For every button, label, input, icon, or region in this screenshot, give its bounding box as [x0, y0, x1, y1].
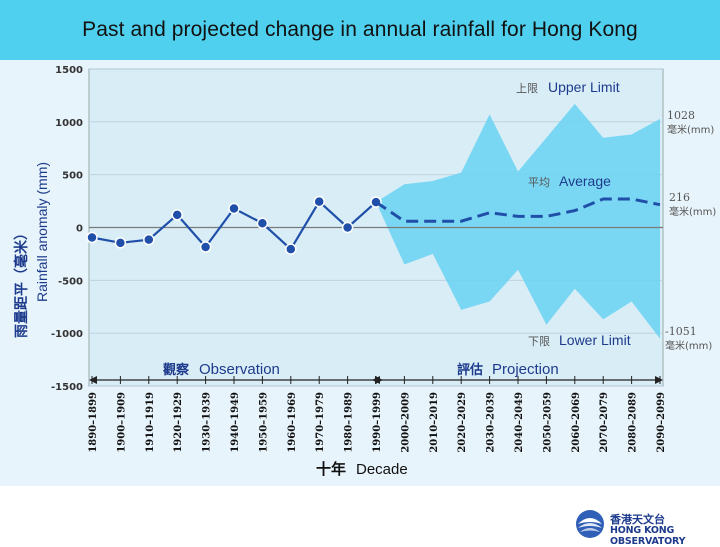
observation-period-label-cn: 觀察 — [163, 362, 190, 378]
x-tick-label: 2040–2049 — [514, 392, 525, 453]
y-tick-label: 500 — [62, 171, 83, 182]
lower-limit-label-cn: 下限 — [528, 335, 550, 348]
x-axis-title-en: Decade — [356, 461, 408, 478]
x-axis-ticks: 1890–1899 1900–1909 1910–1919 1920–1929 1930… — [88, 376, 667, 453]
x-tick-label: 2020–2029 — [457, 392, 468, 453]
projection-range-band — [376, 103, 660, 339]
y-axis-title-en: Rainfall anomaly (mm) — [34, 162, 50, 302]
lower-final-unit: 毫米(mm) — [665, 339, 712, 352]
observation-point — [199, 241, 212, 253]
upper-limit-label-cn: 上限 — [516, 82, 538, 95]
projection-period-label-cn: 評估 — [457, 362, 483, 378]
observation-point — [228, 202, 240, 215]
x-tick-label: 2050–2059 — [542, 392, 553, 453]
projection-period-label-en: Projection — [492, 361, 559, 378]
page-title: Past and projected change in annual rain… — [82, 18, 638, 41]
x-tick-label: 2010–2019 — [429, 392, 440, 453]
logo-name-en: HONG KONG OBSERVATORY — [610, 525, 686, 547]
y-tick-label: -1500 — [51, 382, 83, 393]
y-tick-label: -500 — [58, 276, 83, 287]
observation-point — [341, 221, 354, 234]
lower-limit-label-en: Lower Limit — [559, 332, 631, 348]
projection-average-line — [375, 197, 661, 223]
y-tick-label: 0 — [76, 224, 83, 235]
x-tick-label: 2060–2069 — [571, 392, 582, 453]
x-tick-label: 1940–1949 — [230, 392, 241, 453]
x-axis-title-cn: 十年 — [316, 460, 346, 478]
average-label-cn: 平均 — [528, 176, 550, 189]
observation-period-label-en: Observation — [199, 361, 280, 378]
x-tick-label: 2030–2039 — [486, 392, 497, 453]
average-label-en: Average — [559, 173, 611, 189]
x-tick-label: 1890–1899 — [88, 392, 99, 453]
y-tick-label: 1000 — [55, 118, 83, 129]
lower-final-value: -1051 — [665, 325, 697, 338]
x-tick-label: 1990–1999 — [372, 392, 383, 453]
x-tick-label: 1950–1959 — [258, 392, 269, 453]
period-arrow — [89, 376, 663, 384]
title-band — [0, 0, 720, 60]
x-tick-label: 1970–1979 — [315, 392, 326, 453]
y-axis-title-cn: 雨量距平（毫米） — [13, 226, 30, 338]
y-tick-label: 1500 — [55, 65, 83, 76]
x-tick-label: 2070–2079 — [599, 392, 610, 453]
rainfall-chart: 1500 1000 500 0 -500 -1000 -1500 1890–1899 1900… — [13, 65, 716, 478]
observation-point — [171, 209, 183, 221]
upper-final-value: 1028 — [667, 109, 695, 122]
average-final-value: 216 — [669, 191, 690, 204]
observatory-emblem-icon — [576, 510, 604, 538]
logo-name-cn: 香港天文台 — [610, 513, 665, 526]
y-axis-ticks: 1500 1000 500 0 -500 -1000 -1500 — [51, 65, 83, 393]
x-tick-label: 1910–1919 — [145, 392, 156, 453]
x-tick-label: 2080–2089 — [628, 392, 639, 453]
average-final-unit: 毫米(mm) — [669, 205, 716, 218]
x-tick-label: 1980–1989 — [344, 392, 355, 453]
observation-point — [114, 237, 127, 249]
observation-series-points — [86, 195, 382, 255]
y-tick-label: -1000 — [51, 329, 83, 340]
x-tick-label: 1960–1969 — [287, 392, 298, 453]
observatory-logo: 香港天文台 HONG KONG OBSERVATORY — [572, 508, 720, 547]
observation-point — [313, 195, 325, 208]
x-tick-label: 1930–1939 — [202, 392, 213, 453]
observation-point — [285, 243, 297, 255]
x-tick-label: 2090–2099 — [656, 392, 667, 453]
chart-panel: 1500 1000 500 0 -500 -1000 -1500 1890–1899 1900… — [0, 60, 720, 486]
x-tick-label: 2000–2009 — [400, 392, 411, 453]
x-tick-label: 1900–1909 — [116, 392, 127, 453]
observation-point — [86, 231, 98, 244]
observation-point — [256, 217, 269, 230]
observation-point — [143, 233, 155, 246]
upper-limit-label-en: Upper Limit — [548, 79, 620, 95]
x-tick-label: 1920–1929 — [173, 392, 184, 453]
upper-final-unit: 毫米(mm) — [667, 123, 714, 136]
